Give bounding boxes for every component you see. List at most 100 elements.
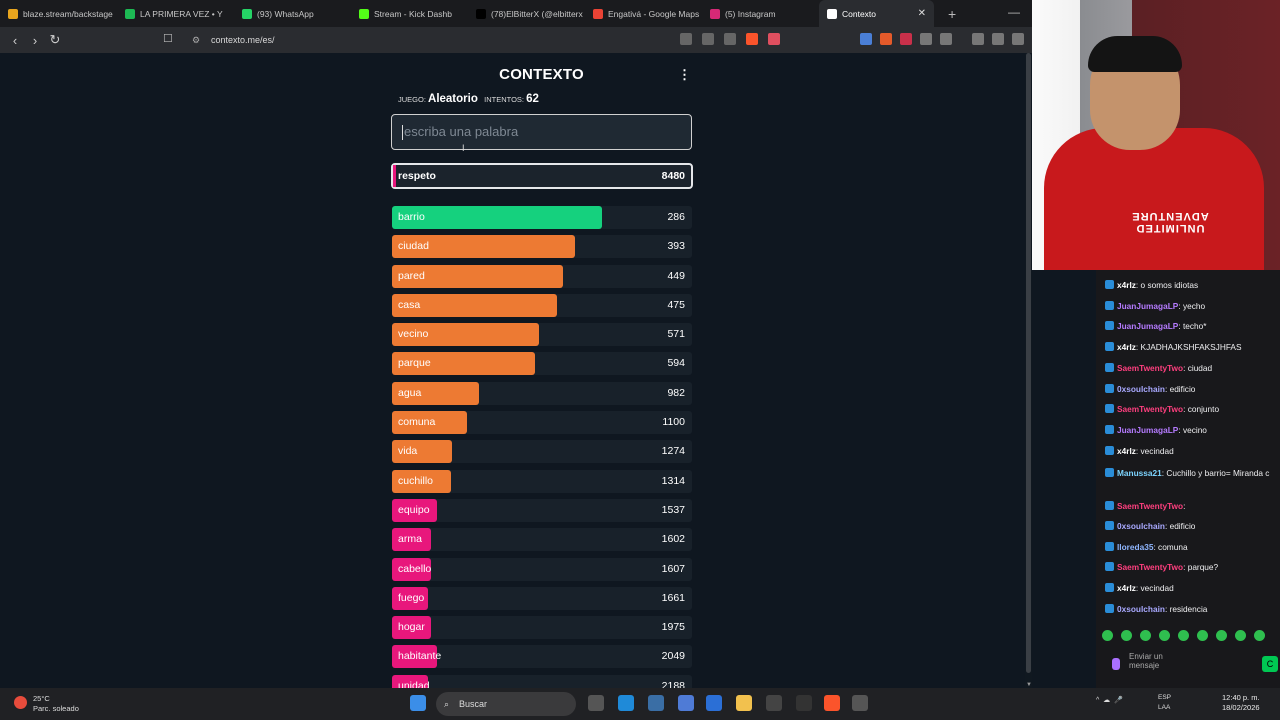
guess-bar (392, 411, 467, 435)
edge-icon[interactable] (618, 695, 634, 711)
chat-username[interactable]: x4rlz (1117, 583, 1136, 593)
minimize-icon[interactable]: — (1008, 5, 1020, 19)
language-indicator[interactable]: ESP LAA (1158, 693, 1171, 713)
tab[interactable]: blaze.stream/backstage (0, 0, 117, 27)
brave-shield-icon[interactable] (746, 33, 758, 45)
wallet-icon[interactable] (1012, 33, 1024, 45)
emote-icon[interactable] (1178, 630, 1189, 641)
tab[interactable]: Stream - Kick Dashb (351, 0, 468, 27)
chat-username[interactable]: x4rlz (1117, 446, 1136, 456)
scroll-down-icon[interactable]: ▼ (1026, 682, 1032, 688)
taskbar-search[interactable]: ⌕ Buscar (436, 692, 576, 716)
guess-word: vecino (398, 328, 429, 341)
emote-icon[interactable] (1140, 630, 1151, 641)
chat-message: 0xsoulchain: edificio (1105, 521, 1277, 532)
chat-message: x4rlz: vecindad (1105, 583, 1277, 594)
guess-rank: 2188 (661, 679, 685, 688)
emote-icon[interactable] (1254, 630, 1265, 641)
badge-icon (1105, 301, 1114, 310)
close-icon[interactable]: ✕ (917, 8, 926, 19)
guess-row: agua 982 (392, 381, 692, 405)
chat-input[interactable]: Enviar un mensaje C (1102, 652, 1278, 678)
forward-icon[interactable]: › (32, 32, 38, 48)
terminal-icon[interactable] (766, 695, 782, 711)
obs-icon[interactable] (852, 695, 868, 711)
guess-rank: 449 (667, 269, 685, 282)
system-tray[interactable]: ^ ☁ 🎤 (1096, 697, 1123, 704)
emote-icon[interactable] (1235, 630, 1246, 641)
word-input[interactable]: escriba una palabra (391, 114, 692, 150)
extension-icon[interactable] (880, 33, 892, 45)
sidebar-icon[interactable] (992, 33, 1004, 45)
cast-icon[interactable] (702, 33, 714, 45)
app-icon[interactable] (648, 695, 664, 711)
clock[interactable]: 12:40 p. m. 18/02/2026 (1222, 693, 1260, 713)
tab[interactable]: (5) Instagram (702, 0, 819, 27)
windows-start-icon[interactable] (410, 695, 426, 711)
screenshot-icon[interactable] (940, 33, 952, 45)
task-view-icon[interactable] (588, 695, 604, 711)
scroll-thumb[interactable] (1026, 53, 1031, 673)
emote-icon[interactable] (1121, 630, 1132, 641)
guess-rank: 393 (667, 240, 685, 253)
share-icon[interactable] (724, 33, 736, 45)
attempts-label: INTENTOS: (484, 95, 524, 104)
guess-row: equipo 1537 (392, 498, 692, 522)
emote-icon[interactable] (1102, 630, 1113, 641)
chat-text: : yecho (1178, 301, 1206, 311)
brave-icon[interactable] (824, 695, 840, 711)
chat-username[interactable]: JuanJumagaLP (1117, 425, 1179, 435)
app-icon[interactable] (796, 695, 812, 711)
extension-icon[interactable] (860, 33, 872, 45)
new-tab-button[interactable]: + (948, 5, 957, 22)
current-guess-bar (393, 165, 396, 187)
tab[interactable]: Contexto ✕ (819, 0, 934, 27)
chat-username[interactable]: 0xsoulchain (1117, 521, 1165, 531)
page-scrollbar[interactable]: ▼ (1025, 53, 1032, 688)
chat-username[interactable]: SaemTwentyTwo (1117, 562, 1184, 572)
chat-username[interactable]: 0xsoulchain (1117, 604, 1165, 614)
tab[interactable]: (78)ElBitterX (@elbitterx (468, 0, 585, 27)
chat-username[interactable]: lloreda35 (1117, 542, 1154, 552)
bookmark-icon[interactable]: ☐ (163, 33, 173, 45)
chat-text: : vecino (1178, 425, 1207, 435)
chat-username[interactable]: x4rlz (1117, 342, 1136, 352)
file-explorer-icon[interactable] (736, 695, 752, 711)
back-icon[interactable]: ‹ (12, 32, 18, 48)
tab[interactable]: LA PRIMERA VEZ • Y (117, 0, 234, 27)
chat-username[interactable]: Manussa21 (1117, 468, 1162, 478)
chat-username[interactable]: x4rlz (1117, 280, 1136, 290)
mic-icon[interactable] (1112, 658, 1120, 670)
guess-bar (392, 235, 575, 259)
chat-username[interactable]: 0xsoulchain (1117, 384, 1165, 394)
tab-label: Contexto (842, 8, 877, 19)
chat-username[interactable]: SaemTwentyTwo (1117, 501, 1184, 511)
menu-icon[interactable]: ⋮ (678, 67, 691, 82)
store-icon[interactable] (706, 695, 722, 711)
brave-rewards-icon[interactable] (768, 33, 780, 45)
translate-icon[interactable] (680, 33, 692, 45)
tab[interactable]: Engativá - Google Maps (585, 0, 702, 27)
chat-send-button[interactable]: C (1262, 656, 1278, 672)
chat-username[interactable]: SaemTwentyTwo (1117, 404, 1184, 414)
emote-icon[interactable] (1197, 630, 1208, 641)
url-field[interactable]: ⚙ contexto.me/es/ (186, 31, 786, 49)
site-info-icon[interactable]: ⚙ (192, 35, 201, 45)
chat-username[interactable]: SaemTwentyTwo (1117, 363, 1184, 373)
chat-username[interactable]: JuanJumagaLP (1117, 321, 1179, 331)
chat-text: : vecindad (1135, 446, 1174, 456)
guess-rank: 982 (667, 386, 685, 399)
guess-row: unidad 2188 (392, 674, 692, 688)
copilot-icon[interactable] (678, 695, 694, 711)
badge-icon (1105, 446, 1114, 455)
reload-icon[interactable]: ↻ (49, 32, 61, 47)
chat-text: : residencia (1164, 604, 1208, 614)
chat-username[interactable]: JuanJumagaLP (1117, 301, 1179, 311)
extension-icon[interactable] (900, 33, 912, 45)
emote-icon[interactable] (1216, 630, 1227, 641)
tab[interactable]: (93) WhatsApp (234, 0, 351, 27)
puzzle-icon[interactable] (920, 33, 932, 45)
playlist-icon[interactable] (972, 33, 984, 45)
guess-bar (392, 586, 428, 610)
emote-icon[interactable] (1159, 630, 1170, 641)
